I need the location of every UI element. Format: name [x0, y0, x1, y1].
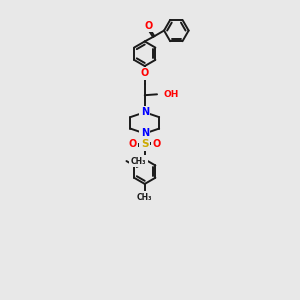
Text: CH₃: CH₃: [137, 193, 152, 202]
Text: OH: OH: [163, 90, 178, 99]
Text: O: O: [141, 68, 149, 78]
Text: N: N: [141, 128, 149, 139]
Text: S: S: [141, 140, 148, 149]
Text: O: O: [128, 140, 136, 149]
Text: O: O: [153, 140, 161, 149]
Text: CH₃: CH₃: [130, 157, 146, 166]
Text: N: N: [141, 107, 149, 117]
Text: O: O: [144, 21, 152, 31]
